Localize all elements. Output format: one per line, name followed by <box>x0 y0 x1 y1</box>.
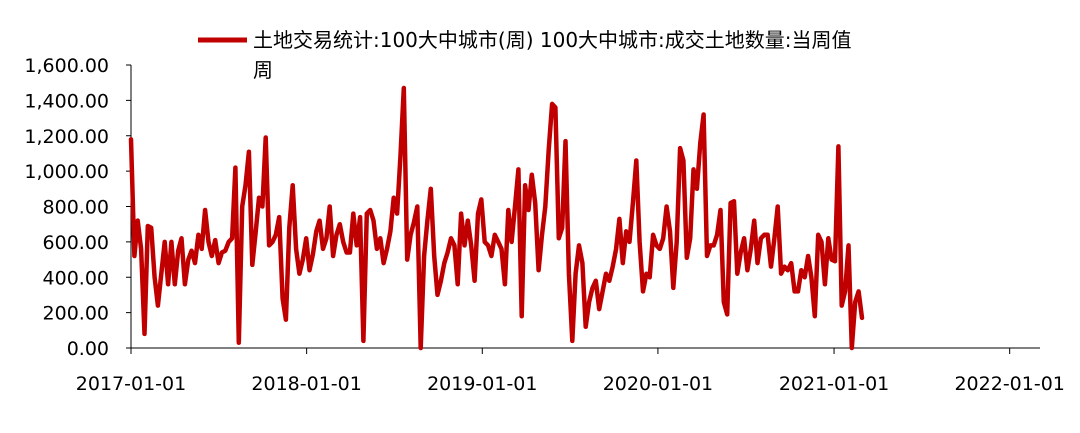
y-tick-label: 200.00 <box>43 303 109 325</box>
y-tick-label: 1,600.00 <box>24 55 109 77</box>
legend-label-line-1: 土地交易统计:100大中城市(周) 100大中城市:成交土地数量:当周值 <box>253 28 852 52</box>
x-axis: 2017-01-01 2018-01-01 2019-01-01 2020-01-01… <box>76 347 1065 395</box>
y-tick-label: 0.00 <box>67 338 109 360</box>
y-tick-label: 800.00 <box>43 197 109 219</box>
series-line <box>128 85 865 351</box>
series-layer <box>128 85 865 351</box>
x-tick-label: 2018-01-01 <box>251 373 361 395</box>
x-tick-label: 2019-01-01 <box>427 373 537 395</box>
y-axis: 0.00 200.00 400.00 600.00 800.00 1,000.00 1,20… <box>24 55 132 360</box>
legend: 土地交易统计:100大中城市(周) 100大中城市:成交土地数量:当周值 周 <box>198 28 852 82</box>
legend-label-line-2: 周 <box>253 58 273 82</box>
x-tick-label: 2022-01-01 <box>954 373 1064 395</box>
x-tick-label: 2021-01-01 <box>779 373 889 395</box>
y-tick-label: 1,000.00 <box>24 161 109 183</box>
y-tick-label: 600.00 <box>43 232 109 254</box>
y-tick-label: 1,200.00 <box>24 126 109 148</box>
x-tick-label: 2017-01-01 <box>76 373 186 395</box>
x-tick-label: 2020-01-01 <box>603 373 713 395</box>
y-tick-label: 400.00 <box>43 267 109 289</box>
y-tick-label: 1,400.00 <box>24 90 109 112</box>
